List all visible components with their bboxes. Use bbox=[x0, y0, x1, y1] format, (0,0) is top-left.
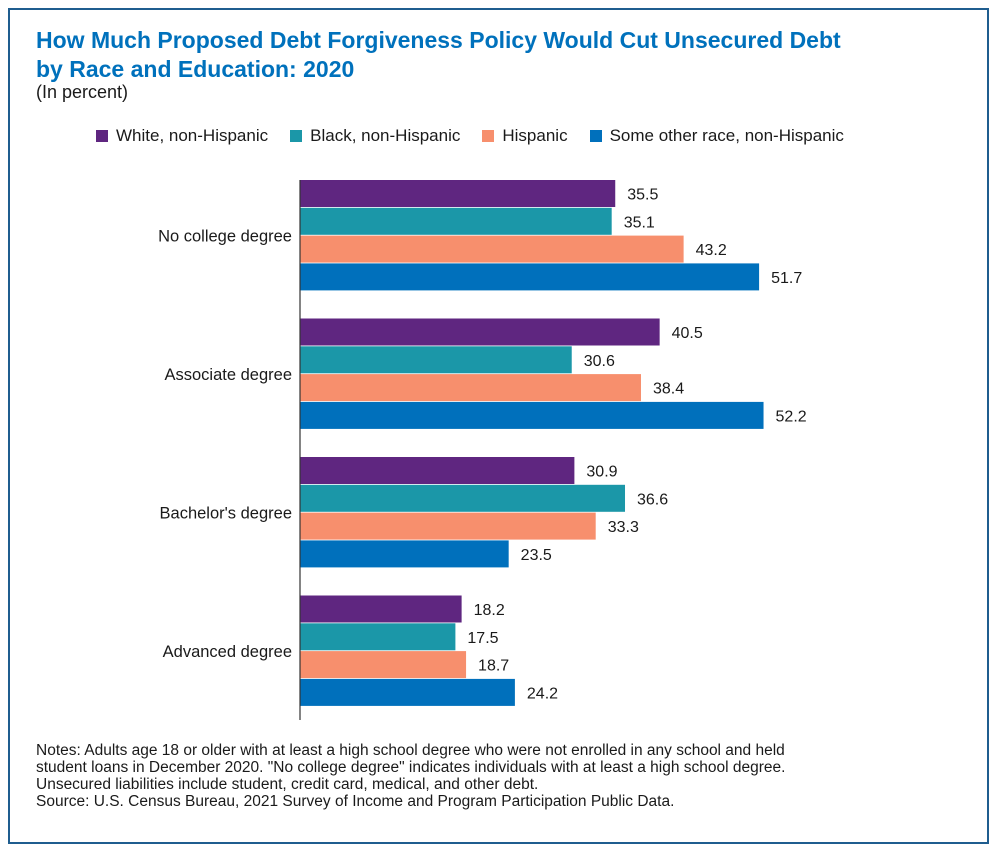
bar-advanced-degree-black-non-hispanic bbox=[300, 623, 456, 651]
bar-bachelor-s-degree-some-other-race-non-hispanic bbox=[300, 540, 509, 568]
legend-item-black: Black, non-Hispanic bbox=[290, 126, 460, 146]
legend-swatch-other bbox=[589, 130, 602, 142]
legend-swatch-hispanic bbox=[482, 130, 495, 142]
legend-label-hispanic: Hispanic bbox=[502, 126, 568, 145]
bar-advanced-degree-some-other-race-non-hispanic bbox=[300, 678, 515, 706]
legend-item-other: Some other race, non-Hispanic bbox=[589, 126, 844, 146]
chart-title: How Much Proposed Debt Forgiveness Polic… bbox=[36, 26, 966, 84]
bar-associate-degree-hispanic bbox=[300, 374, 641, 402]
value-label-associate-degree-black-non-hispanic: 30.6 bbox=[584, 353, 615, 370]
bar-bachelor-s-degree-black-non-hispanic bbox=[300, 484, 626, 512]
legend-swatch-black bbox=[290, 130, 303, 142]
bar-no-college-degree-black-non-hispanic bbox=[300, 207, 612, 235]
bar-associate-degree-white-non-hispanic bbox=[300, 318, 660, 346]
bar-no-college-degree-hispanic bbox=[300, 235, 684, 263]
legend-label-black: Black, non-Hispanic bbox=[310, 126, 461, 145]
value-label-associate-degree-white-non-hispanic: 40.5 bbox=[672, 325, 703, 342]
notes-block: Notes: Adults age 18 or older with at le… bbox=[36, 742, 976, 810]
bar-bachelor-s-degree-hispanic bbox=[300, 512, 596, 540]
bar-associate-degree-black-non-hispanic bbox=[300, 346, 572, 374]
value-label-no-college-degree-white-non-hispanic: 35.5 bbox=[627, 187, 658, 204]
bar-chart: No college degree 35.5 35.1 43.2 51.7 Associa… bbox=[158, 180, 807, 720]
category-label-advanced-degree: Advanced degree bbox=[163, 643, 292, 661]
value-label-bachelor-s-degree-some-other-race-non-hispanic: 23.5 bbox=[521, 547, 552, 564]
value-label-associate-degree-hispanic: 38.4 bbox=[653, 381, 684, 398]
bar-no-college-degree-white-non-hispanic bbox=[300, 180, 616, 207]
title-line-2: by Race and Education: 2020 bbox=[36, 56, 355, 82]
bar-no-college-degree-some-other-race-non-hispanic bbox=[300, 263, 760, 291]
value-label-advanced-degree-white-non-hispanic: 18.2 bbox=[474, 602, 505, 619]
category-label-bachelor-s-degree: Bachelor's degree bbox=[160, 505, 292, 523]
value-label-no-college-degree-some-other-race-non-hispanic: 51.7 bbox=[771, 270, 802, 287]
value-label-no-college-degree-hispanic: 43.2 bbox=[696, 242, 727, 259]
legend-item-hispanic: Hispanic bbox=[482, 126, 568, 146]
notes-line-1: Notes: Adults age 18 or older with at le… bbox=[36, 742, 785, 759]
value-label-associate-degree-some-other-race-non-hispanic: 52.2 bbox=[776, 408, 807, 425]
value-label-bachelor-s-degree-hispanic: 33.3 bbox=[608, 519, 639, 536]
chart-frame bbox=[8, 8, 989, 844]
category-label-associate-degree: Associate degree bbox=[165, 366, 293, 384]
value-label-advanced-degree-hispanic: 18.7 bbox=[478, 658, 509, 675]
notes-line-3: Unsecured liabilities include student, c… bbox=[36, 776, 539, 793]
value-label-advanced-degree-some-other-race-non-hispanic: 24.2 bbox=[527, 685, 558, 702]
legend: White, non-Hispanic Black, non-Hispanic … bbox=[96, 126, 866, 146]
title-line-1: How Much Proposed Debt Forgiveness Polic… bbox=[36, 27, 841, 53]
notes-line-2: student loans in December 2020. "No coll… bbox=[36, 759, 786, 776]
bar-advanced-degree-hispanic bbox=[300, 651, 467, 679]
category-label-no-college-degree: No college degree bbox=[158, 228, 292, 246]
bar-associate-degree-some-other-race-non-hispanic bbox=[300, 401, 764, 429]
value-label-bachelor-s-degree-white-non-hispanic: 30.9 bbox=[586, 464, 617, 481]
bar-advanced-degree-white-non-hispanic bbox=[300, 595, 462, 623]
legend-swatch-white bbox=[96, 130, 108, 142]
chart-subtitle: (In percent) bbox=[36, 82, 129, 102]
legend-label-other: Some other race, non-Hispanic bbox=[609, 126, 844, 145]
legend-label-white: White, non-Hispanic bbox=[116, 126, 269, 145]
value-label-bachelor-s-degree-black-non-hispanic: 36.6 bbox=[637, 491, 668, 508]
value-label-no-college-degree-black-non-hispanic: 35.1 bbox=[624, 214, 655, 231]
legend-item-white: White, non-Hispanic bbox=[96, 126, 268, 146]
value-label-advanced-degree-black-non-hispanic: 17.5 bbox=[467, 630, 498, 647]
source-line: Source: U.S. Census Bureau, 2021 Survey … bbox=[36, 793, 675, 810]
bar-bachelor-s-degree-white-non-hispanic bbox=[300, 457, 575, 484]
